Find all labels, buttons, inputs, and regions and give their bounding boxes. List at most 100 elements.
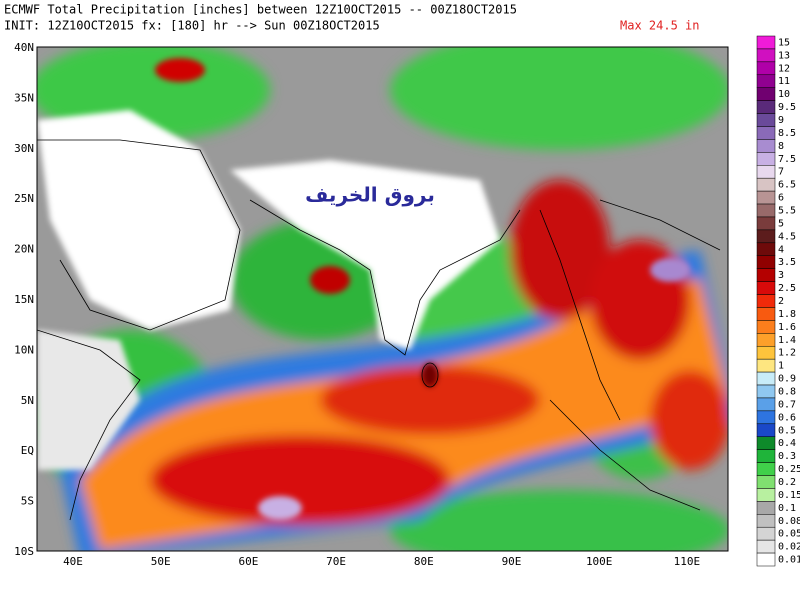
colorbar-label: 10 — [778, 89, 790, 100]
colorbar-swatch — [756, 61, 776, 76]
colorbar-label: 0.7 — [778, 399, 796, 410]
latitude-label: 20N — [14, 243, 34, 256]
colorbar-swatch — [756, 397, 776, 412]
colorbar-swatch — [756, 371, 776, 386]
colorbar-swatch — [756, 74, 776, 88]
colorbar-label: 0.9 — [778, 374, 796, 385]
colorbar-swatch — [756, 242, 776, 257]
colorbar-swatch — [756, 229, 776, 244]
init-line: INIT: 12Z10OCT2015 fx: [180] hr --> Sun … — [4, 19, 380, 33]
colorbar-swatch — [756, 177, 776, 192]
colorbar-swatch — [756, 488, 776, 502]
colorbar-swatch — [756, 462, 776, 476]
colorbar-swatch — [756, 165, 776, 179]
colorbar-swatch — [756, 449, 776, 463]
colorbar-swatch — [756, 358, 776, 373]
latitude-label: 15N — [14, 293, 34, 306]
longitude-label: 110E — [674, 555, 701, 568]
colorbar-label: 0.02 — [778, 542, 800, 553]
colorbar-swatch — [756, 203, 776, 218]
latitude-label: 10N — [14, 343, 34, 356]
colorbar-swatch — [756, 216, 776, 231]
colorbar-label: 11 — [778, 76, 790, 87]
colorbar-label: 0.1 — [778, 503, 796, 514]
colorbar-label: 7 — [778, 167, 784, 178]
colorbar-label: 1 — [778, 361, 784, 372]
colorbar-label: 4.5 — [778, 231, 796, 242]
colorbar-swatch — [756, 294, 776, 308]
colorbar-swatch — [756, 113, 776, 127]
colorbar-swatch — [756, 410, 776, 425]
colorbar-swatch — [756, 475, 776, 489]
colorbar-swatch — [756, 514, 776, 528]
colorbar-swatch — [756, 539, 776, 554]
colorbar-label: 0.25 — [778, 464, 800, 475]
latitude-label: 30N — [14, 142, 34, 155]
precip-field — [37, 47, 728, 551]
colorbar-label: 0.15 — [778, 490, 800, 501]
colorbar-label: 8 — [778, 141, 784, 152]
longitude-label: 80E — [414, 555, 434, 568]
colorbar-swatch — [756, 87, 776, 101]
colorbar-swatch — [756, 526, 776, 541]
colorbar-swatch — [756, 48, 776, 63]
colorbar-label: 5 — [778, 218, 784, 229]
colorbar-swatch — [756, 423, 776, 437]
colorbar-label: 0.4 — [778, 438, 796, 449]
colorbar-label: 7.5 — [778, 154, 796, 165]
colorbar-label: 0.6 — [778, 412, 796, 423]
colorbar-label: 0.8 — [778, 386, 796, 397]
latitude-label: 35N — [14, 91, 34, 104]
colorbar-swatch — [756, 281, 776, 295]
colorbar-label: 2 — [778, 296, 784, 307]
latitude-label: 5N — [21, 394, 34, 407]
colorbar-label: 0.05 — [778, 529, 800, 540]
colorbar-label: 12 — [778, 63, 790, 74]
colorbar-swatch — [756, 268, 776, 282]
colorbar-label: 3 — [778, 270, 784, 281]
colorbar-swatch — [756, 436, 776, 450]
colorbar-label: 1.6 — [778, 322, 796, 333]
colorbar-swatch — [756, 320, 776, 334]
latitude-label: EQ — [21, 444, 34, 457]
colorbar-swatch — [756, 255, 776, 269]
longitude-label: 70E — [326, 555, 346, 568]
colorbar-label: 4 — [778, 244, 784, 255]
longitude-label: 60E — [238, 555, 258, 568]
colorbar-label: 0.01 — [778, 555, 800, 566]
colorbar-swatch — [756, 307, 776, 321]
colorbar-label: 9 — [778, 115, 784, 126]
colorbar-label: 0.2 — [778, 477, 796, 488]
colorbar-swatch — [756, 139, 776, 153]
colorbar-label: 6.5 — [778, 180, 796, 191]
colorbar-swatch — [756, 126, 776, 140]
colorbar-label: 0.5 — [778, 425, 796, 436]
colorbar-label: 2.5 — [778, 283, 796, 294]
longitude-label: 100E — [586, 555, 613, 568]
colorbar-swatch — [756, 333, 776, 347]
latitude-label: 40N — [14, 41, 34, 54]
colorbar-label: 8.5 — [778, 128, 796, 139]
colorbar-swatch — [756, 345, 776, 360]
colorbar-label: 3.5 — [778, 257, 796, 268]
latitude-label: 10S — [14, 545, 34, 558]
colorbar-swatch — [756, 384, 776, 399]
colorbar-swatch — [756, 552, 776, 567]
longitude-label: 50E — [151, 555, 171, 568]
colorbar-label: 9.5 — [778, 102, 796, 113]
colorbar-label: 0.3 — [778, 451, 796, 462]
colorbar-label: 1.8 — [778, 309, 796, 320]
colorbar-label: 5.5 — [778, 206, 796, 217]
colorbar-label: 13 — [778, 50, 790, 61]
longitude-label: 90E — [502, 555, 522, 568]
colorbar-swatch — [756, 190, 776, 205]
max-value: Max 24.5 in — [620, 19, 699, 33]
latitude-label: 25N — [14, 192, 34, 205]
colorbar-swatch — [756, 501, 776, 515]
map-frame — [36, 46, 729, 552]
latitude-label: 5S — [21, 495, 34, 508]
colorbar-label: 15 — [778, 37, 790, 48]
colorbar-label: 1.2 — [778, 348, 796, 359]
colorbar-swatch — [756, 100, 776, 114]
